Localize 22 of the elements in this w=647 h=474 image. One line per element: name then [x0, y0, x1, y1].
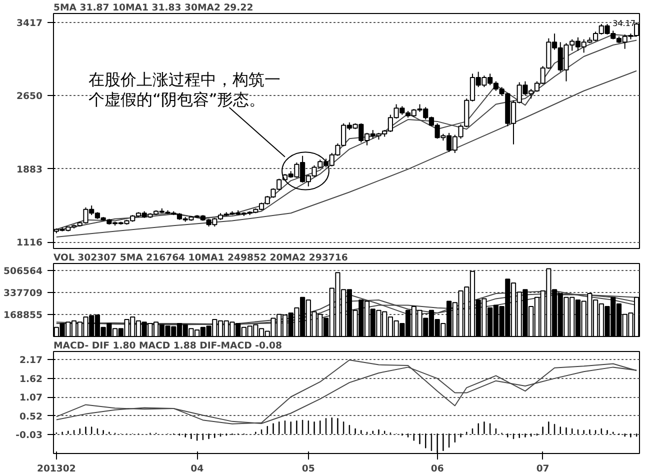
- y-tick-label: 1.62: [19, 374, 42, 385]
- chart-title: VOL 302307 5MA 216764 10MA1 249852 20MA2 293716: [54, 252, 348, 264]
- x-tick-label: 04: [190, 464, 204, 474]
- chart-title: MACD- DIF 1.80 MACD 1.88 DIF-MACD -0.08: [54, 340, 282, 352]
- y-tick-label: 3417: [16, 18, 43, 29]
- y-tick-label: 2650: [16, 91, 44, 102]
- x-tick-label: 07: [536, 464, 550, 474]
- annotation: 34.17: [612, 18, 636, 28]
- y-tick-label: 506564: [4, 266, 44, 277]
- y-tick-label: 1883: [16, 164, 43, 176]
- x-tick-label: 05: [302, 464, 315, 474]
- y-tick-label: 1116: [16, 238, 43, 249]
- chart-title: 5MA 31.87 10MA1 31.83 30MA2 29.22: [54, 2, 254, 14]
- y-tick-label: 337709: [4, 288, 43, 299]
- annotation: 在股价上涨过程中，构筑一个虚假的“阴包容”形态。: [88, 70, 281, 109]
- y-tick-label: 0.52: [19, 411, 42, 422]
- y-tick-label: -0.03: [16, 430, 43, 442]
- x-tick-label: 06: [430, 464, 444, 474]
- x-tick-label: 201302: [36, 464, 76, 474]
- y-tick-label: 2.17: [19, 355, 42, 366]
- y-tick-label: 168855: [4, 310, 43, 321]
- y-tick-label: 1.07: [19, 392, 42, 404]
